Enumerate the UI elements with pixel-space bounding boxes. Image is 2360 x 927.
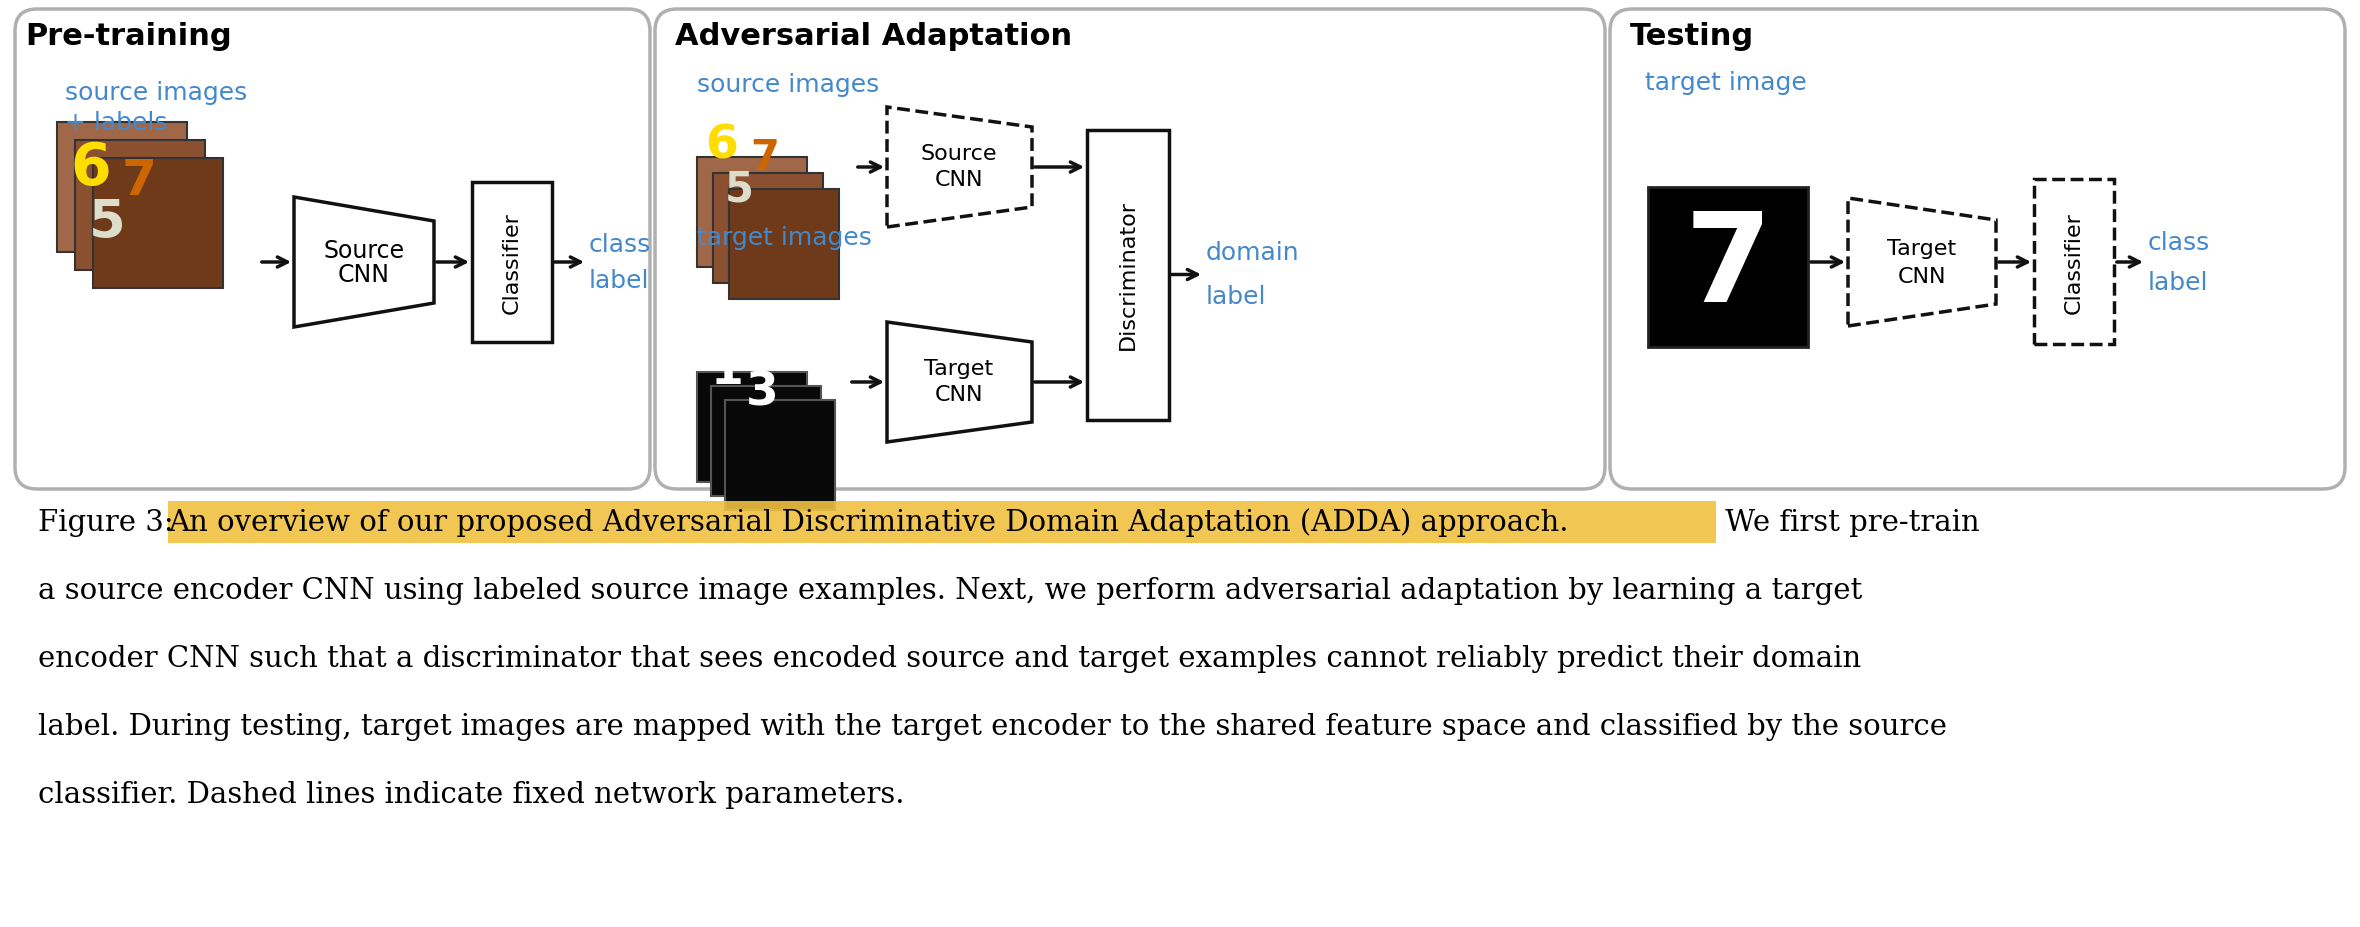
Bar [713,174,824,284]
Text: 6: 6 [71,139,111,197]
Text: CNN: CNN [935,385,984,404]
Text: 5: 5 [725,169,753,210]
Text: Testing: Testing [1631,22,1753,51]
Polygon shape [295,197,434,327]
Text: Classifier: Classifier [503,212,522,313]
Text: 1: 1 [710,349,743,393]
Bar [2034,180,2115,345]
Text: source images: source images [66,81,248,105]
Polygon shape [1848,198,1997,326]
Text: 6: 6 [706,123,739,169]
FancyBboxPatch shape [1610,10,2346,489]
Bar [57,123,186,253]
Text: domain: domain [1206,241,1300,265]
Text: An overview of our proposed Adversarial Discriminative Domain Adaptation (ADDA) : An overview of our proposed Adversarial … [168,508,1569,537]
Text: label: label [2148,271,2209,295]
Text: Discriminator: Discriminator [1119,200,1138,350]
Text: 5: 5 [90,197,125,248]
Bar [725,400,835,511]
Bar [710,387,821,497]
Text: a source encoder CNN using labeled source image examples. Next, we perform adver: a source encoder CNN using labeled sourc… [38,577,1862,604]
Text: 7: 7 [1685,208,1772,328]
Text: source images: source images [696,73,880,97]
Bar [696,158,807,268]
Bar [729,190,840,299]
Text: Source: Source [920,144,998,164]
Text: target image: target image [1645,71,1808,95]
Bar [472,183,552,343]
Text: Target: Target [1888,239,1956,259]
Text: Classifier: Classifier [2065,212,2084,313]
FancyBboxPatch shape [656,10,1605,489]
Text: class: class [2148,231,2211,255]
Text: Figure 3:: Figure 3: [38,508,182,537]
Text: 7: 7 [750,137,779,179]
Text: label. During testing, target images are mapped with the target encoder to the s: label. During testing, target images are… [38,712,1947,740]
Bar [696,373,807,482]
Text: encoder CNN such that a discriminator that sees encoded source and target exampl: encoder CNN such that a discriminator th… [38,644,1862,672]
Text: Adversarial Adaptation: Adversarial Adaptation [675,22,1071,51]
Polygon shape [887,323,1031,442]
Polygon shape [887,108,1031,228]
Text: label: label [590,269,649,293]
Text: CNN: CNN [1897,267,1947,286]
Text: + labels: + labels [66,111,168,134]
Text: Pre-training: Pre-training [26,22,231,51]
Text: CNN: CNN [935,170,984,190]
Text: CNN: CNN [337,262,389,286]
Bar [1088,131,1168,420]
Text: Source: Source [323,239,404,262]
Text: class: class [590,233,651,257]
Bar [168,502,1716,543]
Bar [76,141,205,271]
Text: Target: Target [925,359,994,378]
Text: 7: 7 [123,157,156,205]
Bar [92,159,222,288]
Text: label: label [1206,286,1267,310]
Text: classifier. Dashed lines indicate fixed network parameters.: classifier. Dashed lines indicate fixed … [38,781,904,808]
Text: target images: target images [696,226,871,249]
Text: 3: 3 [746,370,779,415]
Text: We first pre-train: We first pre-train [1716,508,1980,537]
FancyBboxPatch shape [14,10,649,489]
Bar [1647,188,1808,348]
